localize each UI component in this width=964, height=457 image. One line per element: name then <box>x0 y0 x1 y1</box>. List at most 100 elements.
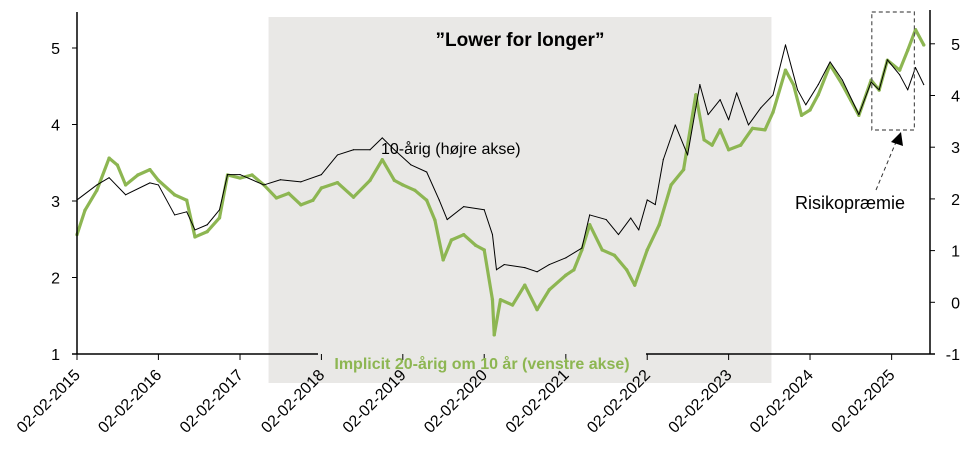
series-segment <box>462 233 478 247</box>
data-point <box>799 113 804 117</box>
data-point <box>808 108 812 112</box>
series-segment <box>186 211 196 231</box>
data-point <box>736 92 738 94</box>
data-point <box>250 173 254 177</box>
data-point <box>681 168 686 172</box>
data-point <box>227 174 229 176</box>
data-point <box>413 188 417 192</box>
data-point <box>719 99 721 101</box>
data-point <box>771 110 775 114</box>
series-segment <box>763 110 775 132</box>
data-point <box>750 126 755 130</box>
data-point <box>886 59 888 61</box>
series-segment <box>699 84 709 116</box>
series-segment <box>750 126 767 132</box>
series-segment <box>380 158 396 182</box>
series-segment <box>95 156 111 192</box>
data-point <box>797 89 799 91</box>
period-label: ”Lower for longer” <box>436 30 605 51</box>
data-point <box>125 194 127 196</box>
data-point <box>600 248 604 252</box>
left-y-tick-label: 4 <box>51 118 60 135</box>
series-segment <box>687 84 701 156</box>
series-segment <box>381 137 395 151</box>
data-point <box>369 149 371 151</box>
data-point <box>157 184 159 186</box>
series-segment <box>274 191 291 200</box>
data-point <box>193 235 197 239</box>
data-point <box>763 128 767 132</box>
series-segment <box>669 168 686 187</box>
data-point <box>922 43 926 47</box>
data-point <box>841 79 843 81</box>
left-y-tick-label: 3 <box>51 194 60 211</box>
data-point <box>449 238 454 242</box>
data-point <box>263 184 265 186</box>
series-segment <box>760 94 774 109</box>
data-point <box>433 218 437 222</box>
series-segment <box>503 264 526 269</box>
data-point <box>638 229 640 231</box>
data-point <box>173 193 177 197</box>
data-point <box>136 173 140 177</box>
series-segment <box>536 264 550 273</box>
right-y-tick-label: 0 <box>951 295 960 312</box>
series-segment <box>657 183 673 227</box>
series-segment <box>279 179 302 183</box>
series-segment <box>368 158 384 182</box>
data-point <box>107 156 111 160</box>
right-y-tick-label: 4 <box>951 89 960 106</box>
data-point <box>580 248 584 252</box>
series-segment <box>299 198 315 207</box>
data-point <box>495 269 497 271</box>
data-point <box>96 184 98 186</box>
series-segment <box>612 253 629 272</box>
series-segment <box>426 171 440 201</box>
data-point <box>630 217 632 219</box>
right-y-tick-label: 2 <box>951 192 960 209</box>
series-segment <box>351 178 372 199</box>
series-segment <box>401 183 417 192</box>
data-point <box>646 199 648 201</box>
data-point <box>279 179 281 181</box>
series-segment <box>886 59 901 76</box>
data-point <box>694 93 698 97</box>
series-segment <box>413 188 429 202</box>
series-segment <box>149 182 159 186</box>
series-segment <box>115 163 128 187</box>
series-segment <box>565 247 583 259</box>
x-tick-label: 02-02-2015 <box>14 367 84 437</box>
series-segment <box>524 267 538 273</box>
series-segment <box>654 159 664 206</box>
series-segment <box>433 218 445 262</box>
series-segment <box>392 178 405 187</box>
data-point <box>219 209 221 211</box>
data-point <box>368 178 372 182</box>
x-tick-label: 02-02-2025 <box>829 367 899 437</box>
data-point <box>547 288 551 292</box>
data-point <box>710 143 714 147</box>
series-segment <box>633 248 649 287</box>
series-layer <box>75 28 926 337</box>
data-point <box>287 191 291 195</box>
data-point <box>320 174 322 176</box>
data-point <box>149 182 151 184</box>
series-segment <box>287 191 303 207</box>
series-segment <box>393 149 412 166</box>
lower-for-longer-shading <box>268 17 772 383</box>
right-y-tick-label: 1 <box>951 244 960 261</box>
data-point <box>491 234 493 236</box>
data-point <box>523 283 527 287</box>
series-segment <box>194 224 208 231</box>
data-point <box>907 89 909 91</box>
series-segment <box>625 268 637 287</box>
data-point <box>351 195 356 199</box>
data-point <box>482 248 486 252</box>
series-segment <box>263 179 281 186</box>
series-segment <box>75 208 87 237</box>
series-segment <box>736 92 749 126</box>
data-point <box>816 93 820 97</box>
data-point <box>108 177 110 179</box>
series-segment <box>816 63 832 97</box>
data-point <box>446 219 448 221</box>
